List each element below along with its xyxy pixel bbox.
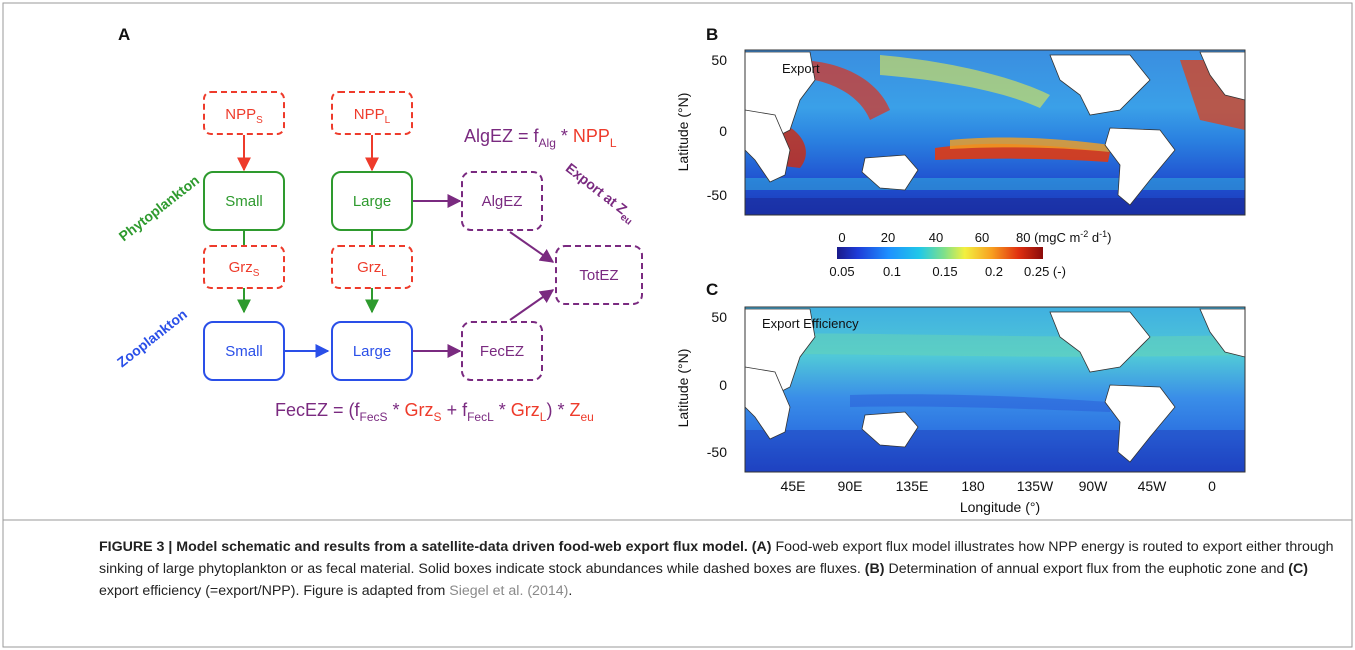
- export-equatorial-fringe: [950, 137, 1110, 152]
- cbar-top-20: 20: [881, 230, 895, 245]
- efficiency-map-panel: C Export Efficiency 50 0 -50 Latitude (°…: [675, 280, 1246, 515]
- cbar-top-80-units: 80 (mgC m-2 d-1): [1016, 229, 1112, 245]
- map-c-ytick-50: 50: [711, 309, 727, 325]
- export-map-border: [744, 49, 1246, 216]
- land-australia-c: [861, 411, 919, 448]
- phyto-small-box: [203, 171, 285, 231]
- arrow-algez-totez: [509, 231, 555, 263]
- export-north-pacific-band: [880, 55, 1050, 108]
- xtick-135e: 135E: [896, 478, 929, 494]
- export-map-panel: B Export 50 0 -50 Latitude (°N): [675, 25, 1246, 216]
- map-b-ytick-50: 50: [711, 52, 727, 68]
- algez-box: [461, 171, 543, 231]
- cbar-bottom-1: 0.1: [883, 264, 901, 279]
- caption-b-label: (B): [864, 561, 885, 577]
- npp-large-box: [331, 91, 413, 135]
- land-south-america: [1104, 127, 1176, 206]
- caption-a-text: Food-web export flux model illustrates h…: [99, 539, 1334, 577]
- grz-small-label: GrzS: [229, 259, 260, 279]
- arrow-fecez-totez: [509, 289, 555, 321]
- cbar-bottom-3: 0.2: [985, 264, 1003, 279]
- xtick-90e: 90E: [838, 478, 863, 494]
- zoo-small-box: [203, 321, 285, 381]
- cbar-top-0: 0: [838, 230, 845, 245]
- totez-label: TotEZ: [579, 267, 618, 284]
- phyto-small-label: Small: [225, 193, 263, 210]
- caption-citation-link[interactable]: Siegel et al. (2014): [449, 583, 569, 599]
- cbar-top-60: 60: [975, 230, 989, 245]
- land-europe-c: [1199, 308, 1246, 358]
- xtick-180: 180: [961, 478, 985, 494]
- xtick-135w: 135W: [1017, 478, 1054, 494]
- export-zeu-label: Export at Zeu: [560, 160, 639, 228]
- land-europe: [1199, 51, 1246, 101]
- xtick-45w: 45W: [1138, 478, 1168, 494]
- xtick-45e: 45E: [781, 478, 806, 494]
- colorbar-gradient: [837, 247, 1043, 259]
- zooplankton-label: Zooplankton: [114, 306, 190, 370]
- zoo-large-label: Large: [353, 343, 391, 360]
- caption-a-label: (A): [751, 539, 772, 555]
- fecez-box: [461, 321, 543, 381]
- grz-large-box: [331, 245, 413, 289]
- land-north-america-c: [1049, 311, 1151, 373]
- totez-box: [555, 245, 643, 305]
- land-africa: [744, 109, 791, 183]
- panel-label-b: B: [706, 25, 718, 44]
- export-southern-band: [745, 178, 1245, 190]
- efficiency-map-border: [744, 306, 1246, 473]
- npp-large-label: NPPL: [354, 106, 391, 126]
- caption-b-text: Determination of annual export flux from…: [884, 561, 1289, 577]
- map-xlabel: Longitude (°): [960, 499, 1040, 515]
- export-kuroshio-band: [800, 60, 890, 120]
- efficiency-gyre-band: [850, 394, 1110, 412]
- caption-c-text: export efficiency (=export/NPP). Figure …: [99, 583, 450, 599]
- xtick-90w: 90W: [1079, 478, 1109, 494]
- grz-large-label: GrzL: [357, 259, 387, 279]
- cbar-bottom-2: 0.15: [932, 264, 957, 279]
- fecez-equation: FecEZ = (fFecS * GrzS + fFecL * GrzL) * …: [275, 400, 594, 424]
- cbar-bottom-4: 0.25 (-): [1024, 264, 1066, 279]
- land-australia: [861, 154, 919, 191]
- efficiency-southern-band: [745, 430, 1245, 472]
- caption-c-label: (C): [1288, 561, 1308, 577]
- phyto-large-box: [331, 171, 413, 231]
- grz-small-box: [203, 245, 285, 289]
- cbar-bottom-0: 0.05: [829, 264, 854, 279]
- npp-small-label: NPPS: [225, 106, 263, 126]
- land-south-america-c: [1104, 384, 1176, 463]
- fecez-label: FecEZ: [480, 343, 524, 360]
- efficiency-map-title: Export Efficiency: [762, 316, 859, 331]
- land-north-america: [1049, 54, 1151, 116]
- caption-figure-label: FIGURE 3 | Model schematic and results f…: [99, 539, 752, 555]
- algez-equation: AlgEZ = fAlg * NPPL: [464, 126, 617, 150]
- zoo-large-box: [331, 321, 413, 381]
- panel-label-c: C: [706, 280, 718, 299]
- cbar-top-40: 40: [929, 230, 943, 245]
- phyto-large-label: Large: [353, 193, 391, 210]
- map-b-ytick-minus50: -50: [707, 187, 727, 203]
- colorbar: 0 20 40 60 80 (mgC m-2 d-1) 0.05 0.1 0.1…: [829, 229, 1111, 279]
- panel-label-a: A: [118, 25, 130, 44]
- npp-small-box: [203, 91, 285, 135]
- efficiency-north-band: [745, 333, 1245, 357]
- schematic-panel: A NPPS NPPL Small Large GrzS GrzL Small …: [114, 25, 643, 424]
- map-c-ytick-0: 0: [719, 377, 727, 393]
- map-b-ytick-0: 0: [719, 123, 727, 139]
- xtick-0: 0: [1208, 478, 1216, 494]
- map-c-ytick-minus50: -50: [707, 444, 727, 460]
- caption-end: .: [568, 583, 573, 599]
- figure-caption: FIGURE 3 | Model schematic and results f…: [99, 536, 1339, 602]
- land-africa-c: [744, 366, 791, 440]
- zoo-small-label: Small: [225, 343, 263, 360]
- export-map-title: Export: [782, 61, 820, 76]
- map-c-ylabel: Latitude (°N): [675, 349, 691, 428]
- phytoplankton-label: Phytoplankton: [116, 172, 202, 244]
- algez-label: AlgEZ: [482, 193, 523, 210]
- map-b-ylabel: Latitude (°N): [675, 93, 691, 172]
- export-antarctic-band: [745, 198, 1245, 215]
